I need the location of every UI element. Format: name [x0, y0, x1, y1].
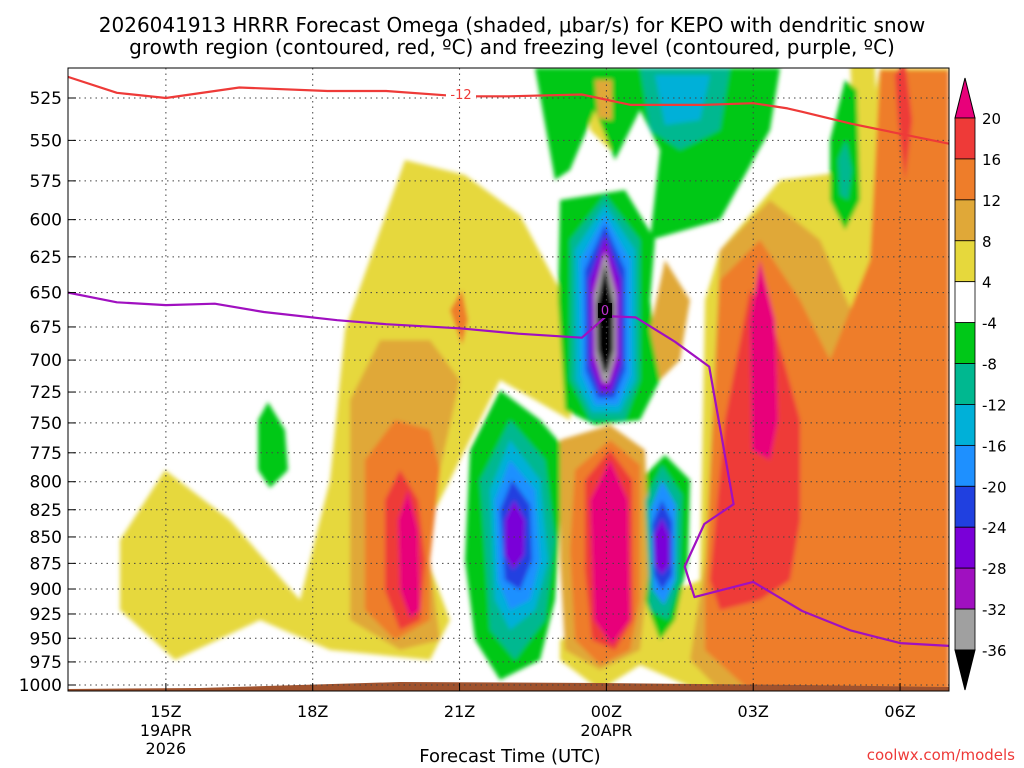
- y-tick-label: 725: [30, 383, 62, 403]
- colorbar-label: 4: [982, 274, 992, 292]
- y-tick-label: 675: [30, 318, 62, 338]
- y-tick-label: 550: [30, 131, 62, 151]
- colorbar-label: 12: [982, 192, 1001, 210]
- ground-surface: [68, 682, 949, 691]
- grid-lines: [68, 68, 949, 691]
- x-tick-label: 03Z: [738, 702, 769, 721]
- colorbar-swatch: [954, 322, 976, 364]
- x-tick-label: 00Z: [591, 702, 622, 721]
- colorbar-label: -32: [982, 601, 1007, 619]
- colorbar-label: -12: [982, 396, 1007, 414]
- y-tick-label: 1000: [19, 676, 62, 696]
- y-tick-label: 900: [30, 580, 62, 600]
- omega-region-lightblue-upper: [655, 75, 710, 125]
- colorbar-label: -24: [982, 519, 1007, 537]
- y-tick-label: 850: [30, 528, 62, 548]
- y-tick-label: 650: [30, 284, 62, 304]
- y-tick-label: 775: [30, 444, 62, 464]
- omega-region-cyan-east: [838, 140, 852, 200]
- colorbar-swatch: [954, 404, 976, 446]
- colorbar: 20 16 12 8 4 -4 -8 -12 -16 -20 -24 -28 -32 -36: [954, 77, 1007, 691]
- y-tick-label: 600: [30, 211, 62, 231]
- x-tick-label: 21Z: [444, 702, 475, 721]
- colorbar-label: -4: [982, 315, 997, 333]
- y-tick-label: 575: [30, 172, 62, 192]
- omega-region-magenta-mid: [590, 460, 630, 645]
- dgz-contour-line: [68, 75, 949, 145]
- colorbar-bottom-arrow: [954, 649, 976, 691]
- colorbar-swatch: [954, 240, 976, 283]
- omega-region-purple-right: [654, 518, 669, 575]
- colorbar-swatch: [954, 199, 976, 242]
- credit-text[interactable]: coolwx.com/models: [867, 746, 1015, 764]
- omega-region-purple-lower: [505, 500, 525, 570]
- contour-labels: -12 0: [446, 86, 612, 319]
- chart-title: 2026041913 HRRR Forecast Omega (shaded, …: [99, 13, 925, 37]
- y-tick-label: 750: [30, 414, 62, 434]
- colorbar-swatch: [954, 444, 976, 487]
- omega-region-orange-west2: [650, 260, 690, 380]
- colorbar-label: 8: [982, 233, 992, 251]
- y-tick-label: 950: [30, 629, 62, 649]
- y-tick-label: 875: [30, 554, 62, 574]
- x-axis-label: Forecast Time (UTC): [419, 746, 600, 767]
- colorbar-swatch: [954, 567, 976, 610]
- plot-area: [68, 68, 949, 691]
- omega-region-magenta-east: [750, 260, 778, 460]
- colorbar-swatch: [954, 608, 976, 651]
- colorbar-swatch: [954, 281, 976, 324]
- colorbar-label: -28: [982, 560, 1007, 578]
- colorbar-swatch: [954, 363, 976, 405]
- colorbar-label: -36: [982, 642, 1007, 660]
- colorbar-label: -16: [982, 437, 1007, 455]
- colorbar-label: 20: [982, 110, 1001, 128]
- x-tick-label: 06Z: [884, 702, 915, 721]
- freezing-contour-label: 0: [601, 304, 609, 319]
- x-tick-label: 18Z: [297, 702, 328, 721]
- contour-lines: [68, 75, 949, 647]
- colorbar-swatch: [954, 117, 976, 160]
- y-tick-label: 825: [30, 501, 62, 521]
- omega-region-red-top: [895, 68, 912, 180]
- colorbar-swatch: [954, 526, 976, 569]
- y-axis: 525 550 575 600 625 650 675 700 725 750 775 800 825 8…: [19, 89, 76, 696]
- y-tick-label: 800: [30, 473, 62, 493]
- dgz-contour-label: -12: [450, 88, 471, 103]
- colorbar-label: 16: [982, 151, 1001, 169]
- omega-region-dkorange-left: [450, 290, 468, 345]
- chart-title-line2: growth region (contoured, red, ºC) and f…: [129, 35, 895, 59]
- x-tick-label: 15Z: [150, 702, 181, 721]
- omega-region-magenta-west: [398, 490, 420, 618]
- freezing-level-contour-line: [68, 291, 949, 647]
- y-tick-label: 925: [30, 605, 62, 625]
- y-tick-label: 625: [30, 248, 62, 268]
- colorbar-top-arrow: [954, 77, 976, 119]
- x-tick-year: 2026: [146, 739, 187, 758]
- y-tick-label: 700: [30, 351, 62, 371]
- omega-shading: [120, 68, 949, 691]
- omega-region-yellow-west: [120, 160, 575, 660]
- colorbar-swatch: [954, 485, 976, 528]
- colorbar-swatch: [954, 158, 976, 201]
- colorbar-label: -8: [982, 356, 997, 374]
- x-tick-date: 20APR: [580, 721, 632, 740]
- y-tick-label: 525: [30, 89, 62, 109]
- colorbar-label: -20: [982, 478, 1007, 496]
- y-tick-label: 975: [30, 653, 62, 673]
- plot-border: [67, 67, 950, 692]
- x-tick-date: 19APR: [140, 721, 192, 740]
- omega-region-green-isolated: [258, 402, 288, 488]
